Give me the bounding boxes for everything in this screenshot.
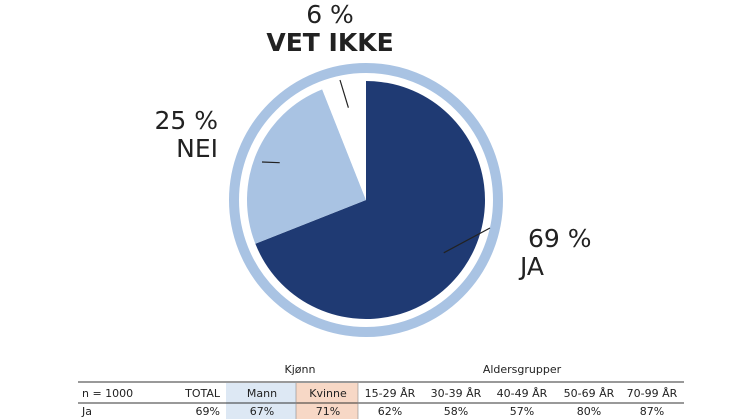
leader-line [339,79,349,108]
column-header: Kvinne [309,387,347,400]
kvinne-bg [296,383,358,419]
table-cell: 58% [444,405,468,418]
table-cell: Ja [81,405,92,418]
table-cell: 67% [250,405,274,418]
category-label: NEI [176,134,218,163]
table-cell: 62% [378,405,402,418]
pie-slice [246,89,366,244]
table-cell: 57% [510,405,534,418]
table-cell: 69% [196,405,220,418]
table-cell: 80% [577,405,601,418]
table-cell: 71% [316,405,340,418]
mann-bg [226,383,296,419]
leader-line [261,161,280,164]
value-label: 6 % [306,0,354,29]
category-label: JA [518,252,544,281]
column-header: n = 1000 [82,387,133,400]
leader-line [443,227,491,254]
value-label: 25 % [154,106,218,135]
column-header: 30-39 ÅR [431,387,482,400]
pie-slice [322,81,366,200]
column-header: 15-29 ÅR [365,387,416,400]
pie-slice [255,81,485,320]
category-label: VET IKKE [266,28,393,57]
column-header: TOTAL [184,387,221,400]
group-header: Aldersgrupper [483,363,562,376]
column-header: 70-99 ÅR [627,387,678,400]
value-label: 69 % [528,224,592,253]
column-header: 40-49 ÅR [497,387,548,400]
column-header: 50-69 ÅR [564,387,615,400]
table-cell: 87% [640,405,664,418]
column-header: Mann [247,387,277,400]
group-header: Kjønn [285,363,316,376]
ring [229,63,503,337]
